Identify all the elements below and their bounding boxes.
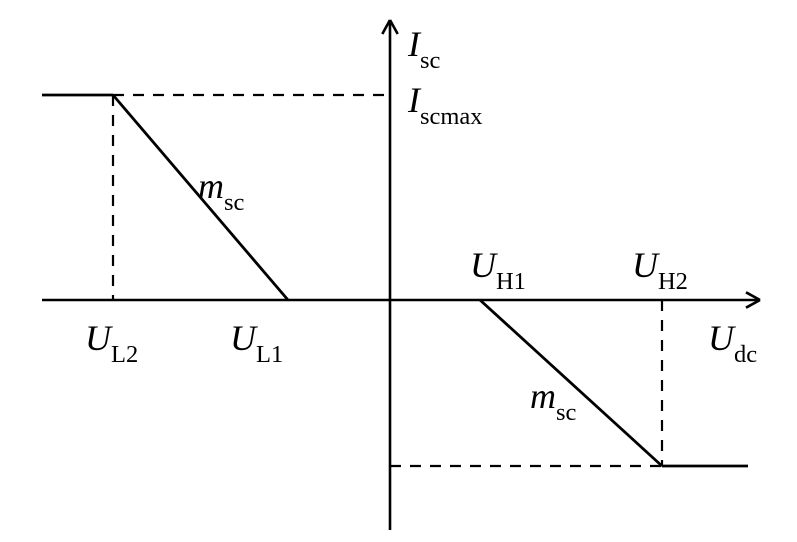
ul1-label: UL1 [230,320,283,364]
ul2-label: UL2 [85,320,138,364]
uh2-label: UH2 [632,247,688,291]
uh2-main: U [632,245,658,285]
uh1-main: U [470,245,496,285]
msc-lower-label: msc [530,378,576,422]
ul1-sub: L1 [256,341,283,368]
y-axis-label: Isc [408,26,440,70]
x-axis-label: Udc [708,320,757,364]
diagram-canvas: Isc Udc Iscmax msc msc UL2 UL1 UH1 UH2 [0,0,797,542]
uh1-label: UH1 [470,247,526,291]
x-axis-main: U [708,318,734,358]
ul2-sub: L2 [111,341,138,368]
y-axis-sub: sc [420,47,440,74]
y-axis-main: I [408,24,420,64]
msc-lower-main: m [530,376,556,416]
msc-upper-sub: sc [224,189,244,216]
msc-upper-main: m [198,166,224,206]
x-axis-sub: dc [734,341,757,368]
iscmax-main: I [408,80,420,120]
iscmax-sub: scmax [420,103,483,130]
ul2-main: U [85,318,111,358]
msc-lower-sub: sc [556,399,576,426]
uh1-sub: H1 [496,268,526,295]
msc-upper-label: msc [198,168,244,212]
iscmax-label: Iscmax [408,82,483,126]
ul1-main: U [230,318,256,358]
uh2-sub: H2 [658,268,688,295]
